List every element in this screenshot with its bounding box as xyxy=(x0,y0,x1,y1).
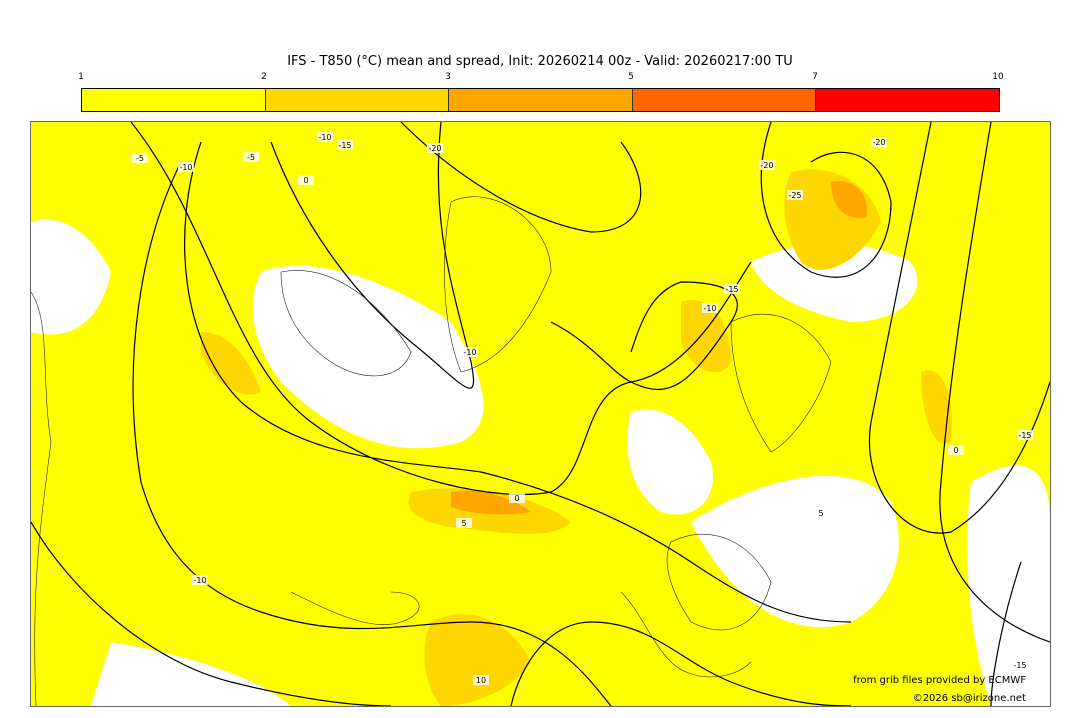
contour-label: 5 xyxy=(461,519,466,528)
contour-label-bg xyxy=(427,143,443,153)
contour-label-bg xyxy=(871,137,887,147)
contour-label: -20 xyxy=(760,161,773,170)
map-title: IFS - T850 (°C) mean and spread, Init: 2… xyxy=(287,54,793,69)
weather-map: -5 -10 -5 0 -10 -15 -20 -20 -20 -25 -15 -10 -10 0 5 -10… xyxy=(30,121,1051,707)
contour-label: -10 xyxy=(179,163,192,172)
contour-label: -25 xyxy=(788,191,801,200)
colorbar-tick: 3 xyxy=(445,72,451,82)
contour-label: 0 xyxy=(303,176,308,185)
contour-label: -10 xyxy=(463,348,476,357)
contour-label-bg xyxy=(948,445,964,455)
contour-label: -5 xyxy=(136,154,144,163)
contour-label: -20 xyxy=(428,144,441,153)
contour-label-bg xyxy=(337,140,353,150)
contour-label: -20 xyxy=(872,138,885,147)
colorbar-segment xyxy=(82,89,266,111)
contour-label: -5 xyxy=(247,153,255,162)
data-source-credit: from grib files provided by ECMWF xyxy=(853,675,1026,686)
contour-label-bg xyxy=(192,575,208,585)
colorbar-segment xyxy=(449,89,633,111)
contour-label: -15 xyxy=(725,285,738,294)
contour-label-bg xyxy=(509,493,525,503)
contour-label-bg xyxy=(813,508,829,518)
colorbar-tick: 7 xyxy=(812,72,818,82)
colorbar-segment xyxy=(632,89,817,111)
spread-fill xyxy=(31,122,1050,706)
contour-label: -10 xyxy=(318,133,331,142)
contour-label-bg xyxy=(456,518,472,528)
coastlines xyxy=(31,196,832,706)
contour-label-bg xyxy=(759,160,775,170)
contour-label-bg xyxy=(1012,660,1028,670)
colorbar xyxy=(81,88,1000,112)
contour-label-bg xyxy=(787,190,803,200)
map-canvas: -5 -10 -5 0 -10 -15 -20 -20 -20 -25 -15 -10 -10 0 5 -10… xyxy=(31,122,1050,706)
colorbar-tick: 10 xyxy=(992,72,1004,82)
contour-label: -10 xyxy=(703,304,716,313)
contour-label: 0 xyxy=(514,494,519,503)
contour-label-bg xyxy=(1017,430,1033,440)
contour-label: -10 xyxy=(193,576,206,585)
contour-label: -15 xyxy=(1013,661,1026,670)
contour-label-bg xyxy=(298,175,314,185)
contour-label-bg xyxy=(317,132,333,142)
colorbar-tick: 2 xyxy=(261,72,267,82)
contour-label: 10 xyxy=(476,676,486,685)
contour-label-bg xyxy=(243,152,259,162)
contour-label: 5 xyxy=(818,509,823,518)
colorbar-segment xyxy=(816,89,999,111)
colorbar-segment xyxy=(265,89,450,111)
contour-label-bg xyxy=(473,675,489,685)
colorbar-tick: 5 xyxy=(628,72,634,82)
temperature-contours xyxy=(31,122,1050,706)
contour-label-bg xyxy=(132,153,148,163)
contour-label-bg xyxy=(462,347,478,357)
colorbar-tick: 1 xyxy=(78,72,84,82)
contour-label-bg xyxy=(724,284,740,294)
contour-label-bg xyxy=(702,303,718,313)
contour-label: -15 xyxy=(338,141,351,150)
contour-label-bg xyxy=(178,162,194,172)
contour-label: 0 xyxy=(953,446,958,455)
contour-label: -15 xyxy=(1018,431,1031,440)
copyright-credit: ©2026 sb@irizone.net xyxy=(912,693,1026,704)
contour-labels: -5 -10 -5 0 -10 -15 -20 -20 -20 -25 -15 -10 -10 0 5 -10… xyxy=(132,132,1033,685)
